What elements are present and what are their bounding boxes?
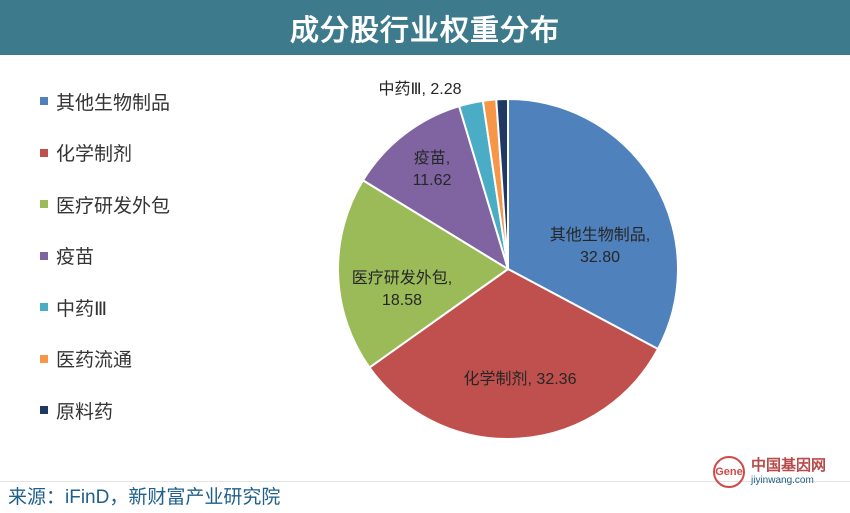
pie-slice: [495, 97, 509, 270]
legend-item: 中药Ⅲ: [40, 294, 270, 320]
legend-label: 医疗研发外包: [56, 195, 171, 217]
legend-label: 化学制剂: [56, 144, 133, 165]
legend-swatch: [40, 251, 48, 260]
watermark-en: jiyinwang.com: [751, 474, 814, 486]
legend-item: 疫苗: [40, 243, 270, 269]
legend-label: 中药Ⅲ: [56, 298, 108, 320]
legend: 其他生物制品 化学制剂医疗研发外包 疫苗中药Ⅲ 医药流通原料药: [40, 88, 270, 449]
watermark-logo-icon: Gene: [713, 456, 745, 488]
source-note: 来源：iFinD，新财富产业研究院: [8, 487, 281, 508]
legend-label: 原料药: [56, 401, 114, 423]
slice-label: 其他生物制品, 32.80: [550, 226, 650, 266]
legend-swatch: [40, 148, 48, 157]
legend-swatch: [40, 354, 48, 363]
legend-swatch: [40, 303, 48, 311]
slice-label: 医疗研发外包, 18.58: [352, 269, 452, 309]
legend-item: 原料药: [40, 397, 270, 423]
watermark: Gene 中国基因网 jiyinwang.com: [713, 452, 838, 492]
legend-item: 其他生物制品: [40, 88, 270, 114]
legend-label: 疫苗: [56, 247, 95, 268]
pie-slice: [368, 267, 660, 440]
slice-label: 疫苗, 11.62: [413, 149, 452, 189]
legend-swatch: [40, 200, 48, 208]
legend-item: 化学制剂: [40, 140, 270, 166]
chart-title: 成分股行业权重分布: [289, 14, 560, 47]
slice-label: 中药Ⅲ, 2.28: [378, 80, 461, 98]
pie-slice: [457, 99, 509, 270]
footer-divider: [0, 481, 850, 482]
chart-title-bar: 成分股行业权重分布: [0, 0, 850, 55]
legend-label: 其他生物制品: [56, 92, 171, 114]
legend-item: 医疗研发外包: [40, 191, 270, 217]
pie-slice: [481, 98, 509, 270]
legend-item: 医药流通: [40, 346, 270, 372]
legend-label: 医药流通: [56, 350, 133, 371]
legend-swatch: [40, 97, 48, 105]
slice-label: 化学制剂, 32.36: [464, 370, 577, 388]
legend-swatch: [40, 406, 48, 414]
pie-slice: [337, 178, 510, 369]
watermark-cn: 中国基因网: [751, 457, 827, 475]
pie-slice: [361, 104, 510, 272]
pie-slice: [507, 97, 679, 351]
